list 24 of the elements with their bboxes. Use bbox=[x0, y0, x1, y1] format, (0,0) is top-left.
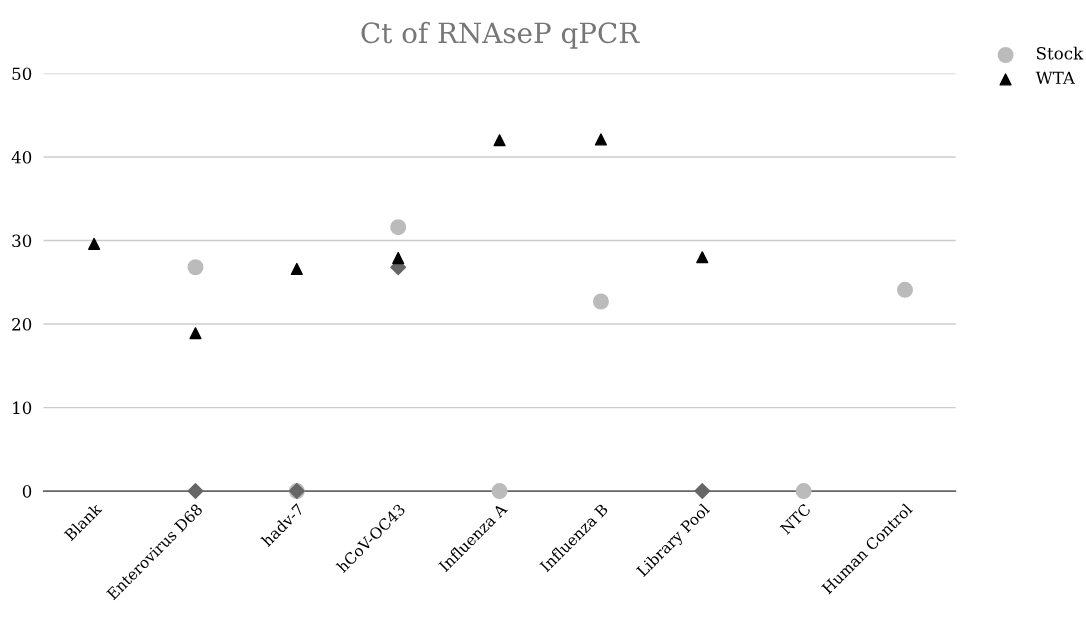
point bbox=[390, 219, 407, 236]
y-tick-label: 30 bbox=[12, 234, 32, 248]
point bbox=[694, 483, 711, 500]
point bbox=[592, 293, 609, 310]
point bbox=[696, 251, 709, 264]
point bbox=[897, 281, 913, 298]
y-tick-label: 0 bbox=[22, 485, 32, 498]
point bbox=[187, 259, 204, 276]
point bbox=[392, 251, 405, 265]
y-tick-label: 40 bbox=[11, 150, 32, 164]
chart-title: Ct of RNAseP qPCR bbox=[361, 21, 640, 49]
legend-label: Stock bbox=[1036, 46, 1084, 60]
point bbox=[187, 483, 204, 500]
point bbox=[290, 262, 303, 275]
point bbox=[88, 237, 101, 250]
point bbox=[594, 133, 607, 146]
y-tick-label: 20 bbox=[12, 318, 32, 331]
point bbox=[189, 327, 202, 340]
y-tick-label: 10 bbox=[13, 401, 32, 415]
point bbox=[491, 483, 508, 500]
legend-label: WTA bbox=[1035, 71, 1076, 84]
y-tick-label: 50 bbox=[12, 67, 32, 81]
point bbox=[795, 483, 812, 500]
point bbox=[493, 134, 506, 147]
